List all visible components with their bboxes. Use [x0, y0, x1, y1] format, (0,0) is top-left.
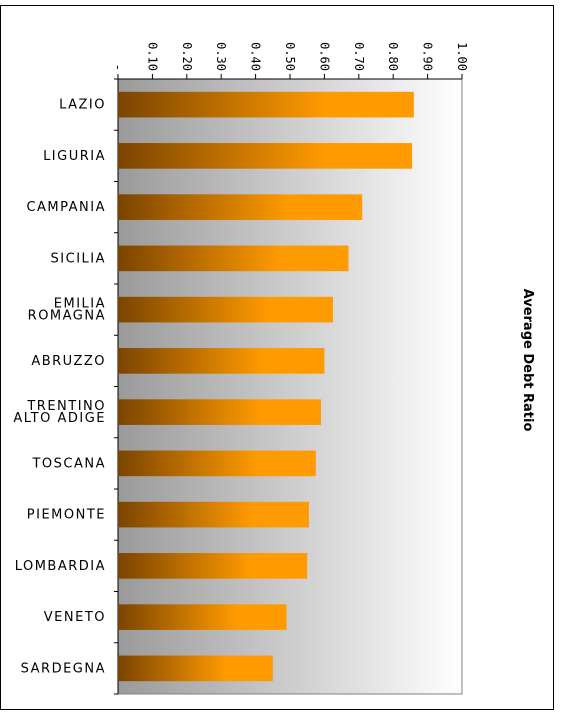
value-tick-label: 0.10 — [145, 42, 159, 71]
bar-veneto — [118, 604, 287, 630]
value-tick-label: 0.70 — [352, 42, 366, 71]
category-label: EMILIA ROMAGNA — [28, 297, 106, 324]
plot-area — [117, 78, 463, 695]
bar-emilia-romagna — [118, 296, 333, 323]
value-tick-label: - — [111, 64, 125, 71]
category-label: TRENTINO ALTO ADIGE — [13, 399, 106, 426]
value-tick-label: 0.40 — [249, 42, 263, 71]
bar-lazio — [118, 91, 414, 118]
bar-abruzzo — [118, 348, 325, 374]
bars — [114, 78, 414, 695]
value-axis-title: Average Debt Ratio — [520, 289, 535, 432]
value-tick-label: 1.00 — [455, 42, 469, 71]
bar-trentino-alto-adige — [118, 399, 321, 425]
value-tick-label: 0.90 — [421, 42, 435, 71]
value-tick-label: 0.80 — [386, 42, 400, 71]
bar-sicilia — [118, 245, 349, 272]
category-label: SICILIA — [51, 251, 106, 266]
bar-liguria — [118, 143, 413, 169]
value-tick-label: 0.20 — [180, 42, 194, 71]
category-label: LAZIO — [59, 98, 106, 113]
value-tick-label: 0.60 — [317, 42, 331, 71]
category-label: CAMPANIA — [26, 200, 106, 215]
category-label: LIGURIA — [43, 149, 106, 164]
category-label: LOMBARDIA — [15, 559, 106, 574]
bar-piemonte — [118, 501, 309, 528]
category-label: VENETO — [44, 610, 106, 625]
bar-sardegna — [118, 655, 273, 682]
category-labels: LAZIO LIGURIA CAMPANIA SICILIA EMILIA ROMAGNA… — [13, 98, 106, 677]
category-label: SARDEGNA — [21, 661, 106, 676]
bar-lombardia — [118, 553, 308, 579]
value-tick-label: 0.50 — [283, 42, 297, 71]
value-ticks: - 0.10 0.20 0.30 0.40 0.50 0.60 0.70 0.80 0.90 1.0… — [111, 42, 469, 79]
category-label: ABRUZZO — [31, 354, 106, 369]
category-label: PIEMONTE — [27, 508, 106, 523]
bar-toscana — [118, 450, 316, 477]
bar-campania — [118, 194, 363, 220]
category-label: TOSCANA — [31, 456, 106, 471]
value-tick-label: 0.30 — [214, 42, 228, 71]
